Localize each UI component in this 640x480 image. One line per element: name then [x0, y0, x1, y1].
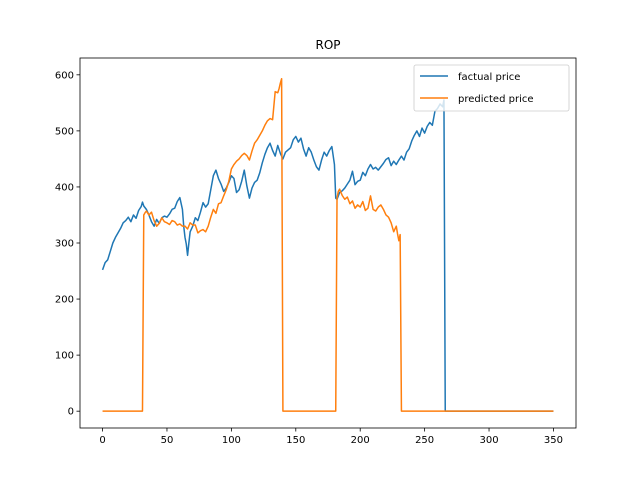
series-layer: [101, 77, 554, 412]
y-tick-label: 600: [55, 70, 74, 81]
x-axis: 0 50 100 150 200 250 300 350: [99, 428, 563, 446]
x-tick-label: 150: [286, 435, 305, 446]
y-axis: 0 100 200 300 400 500 600: [55, 70, 80, 418]
chart-title: ROP: [315, 38, 340, 52]
y-tick-label: 300: [55, 239, 74, 250]
y-tick-label: 500: [55, 126, 74, 137]
x-tick-label: 0: [99, 435, 105, 446]
y-tick-label: 400: [55, 182, 74, 193]
x-tick-label: 100: [222, 435, 241, 446]
y-tick-label: 100: [55, 351, 74, 362]
y-tick-label: 0: [68, 407, 74, 418]
x-tick-label: 250: [415, 435, 434, 446]
y-tick-label: 200: [55, 295, 74, 306]
series-line-predicted-price: [102, 77, 554, 412]
x-tick-label: 50: [161, 435, 174, 446]
x-tick-label: 200: [351, 435, 370, 446]
legend: factual price predicted price: [413, 64, 570, 112]
legend-box: [413, 64, 570, 112]
x-tick-label: 300: [479, 435, 498, 446]
legend-label: predicted price: [458, 94, 534, 105]
legend-label: factual price: [458, 72, 520, 83]
x-tick-label: 350: [544, 435, 563, 446]
